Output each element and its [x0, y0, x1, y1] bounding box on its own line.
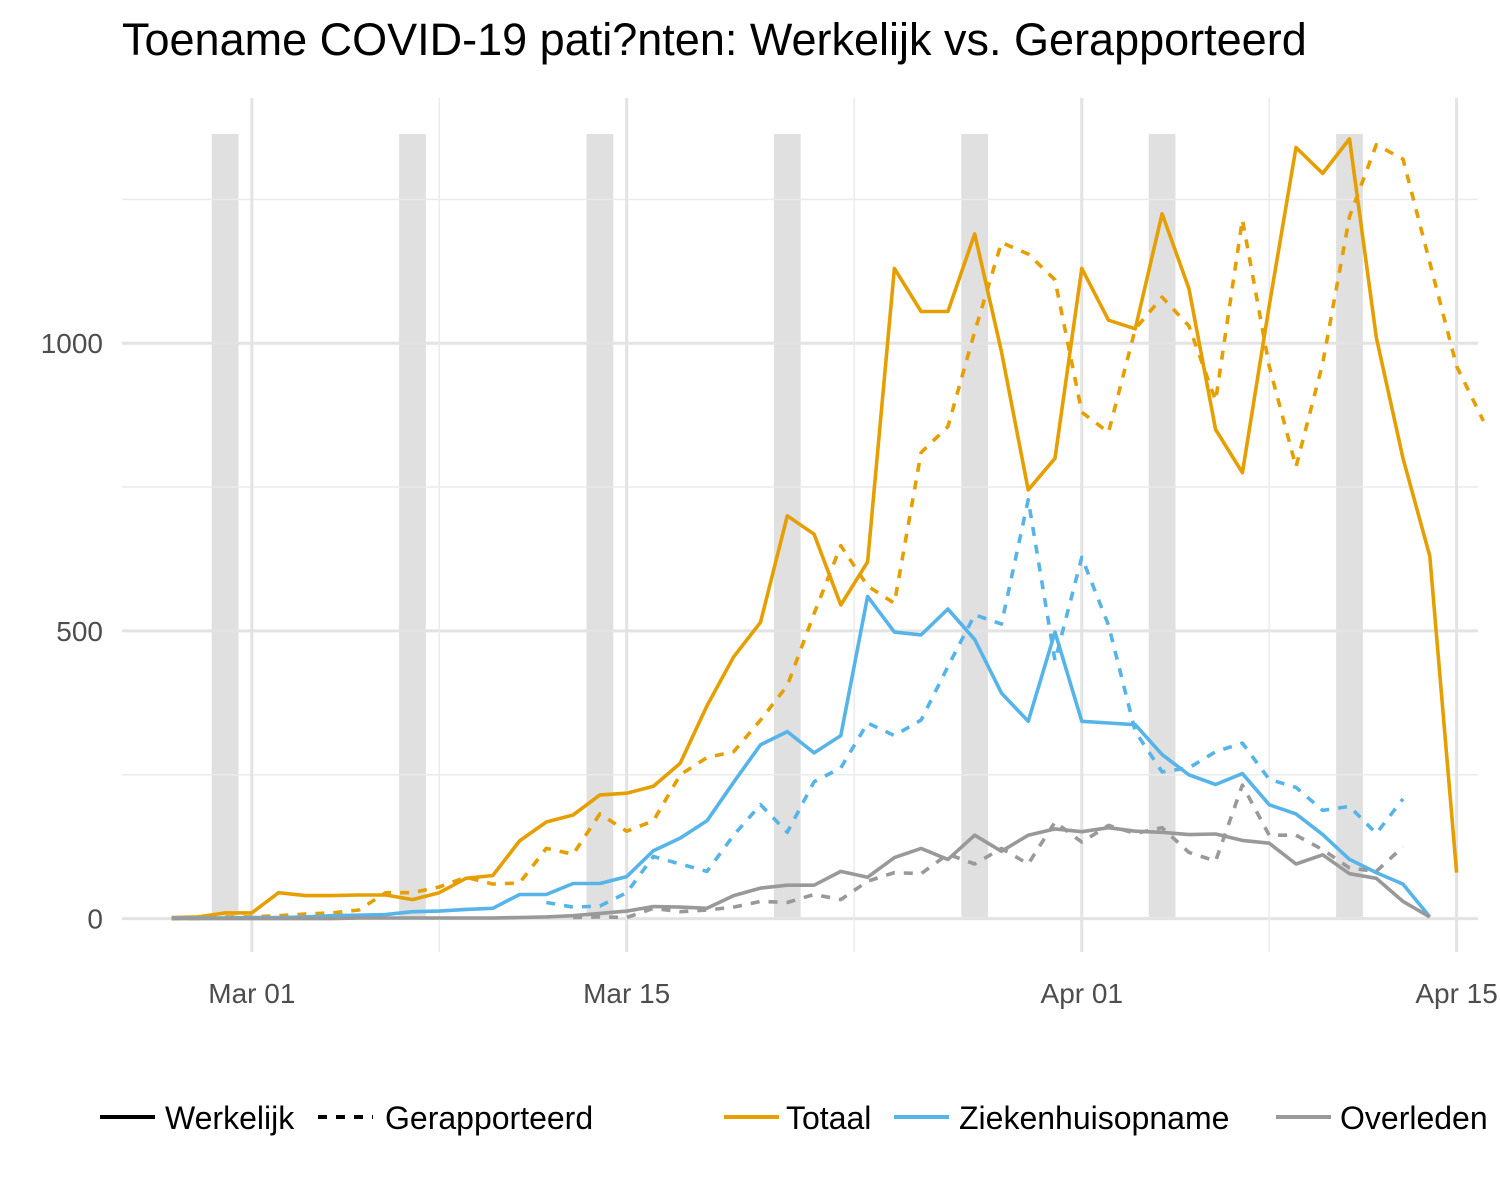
y-tick-label: 500 — [56, 616, 103, 647]
legend-label-werkelijk: Werkelijk — [165, 1100, 295, 1136]
y-tick-label: 1000 — [41, 328, 103, 359]
chart-title: Toename COVID-19 pati?nten: Werkelijk vs… — [122, 14, 1307, 65]
x-tick-label: Mar 15 — [583, 978, 670, 1009]
weekend-band-apr-11 — [1336, 134, 1363, 917]
weekend-bands — [211, 134, 1363, 917]
legend-label-totaal: Totaal — [786, 1100, 871, 1136]
grid-lines — [122, 98, 1478, 952]
series-line-overleden-gerapporteerd — [573, 783, 1405, 920]
series-line-ziekenhuisopname-gerapporteerd — [545, 497, 1405, 909]
series-line-ziekenhuisopname-werkelijk — [171, 594, 1432, 920]
weekend-band-mar-28 — [961, 134, 989, 917]
series-line-totaal-gerapporteerd — [171, 142, 1486, 921]
x-tick-label: Mar 01 — [208, 978, 295, 1009]
weekend-band-feb-29 — [211, 134, 239, 917]
series-lines — [171, 137, 1486, 921]
y-tick-label: 0 — [87, 904, 103, 935]
weekend-band-mar-14 — [586, 134, 614, 917]
weekend-band-apr-04 — [1148, 134, 1176, 917]
axis-tick-labels: 0 500 1000 Mar 01 Mar 15 Apr 01 Apr 15 — [41, 328, 1498, 1009]
series-line-overleden-werkelijk — [171, 825, 1431, 921]
x-tick-label: Apr 01 — [1041, 978, 1124, 1009]
legend-label-gerapporteerd: Gerapporteerd — [385, 1100, 593, 1136]
series-line-totaal-werkelijk — [171, 137, 1459, 920]
weekend-band-mar-07 — [399, 134, 426, 917]
x-tick-label: Apr 15 — [1415, 978, 1498, 1009]
legend-label-overleden: Overleden — [1340, 1100, 1488, 1136]
legend-label-ziekenhuisopname: Ziekenhuisopname — [959, 1100, 1229, 1136]
weekend-band-mar-21 — [773, 134, 801, 917]
legend: Werkelijk Gerapporteerd Totaal Ziekenhuisop… — [100, 1100, 1488, 1136]
